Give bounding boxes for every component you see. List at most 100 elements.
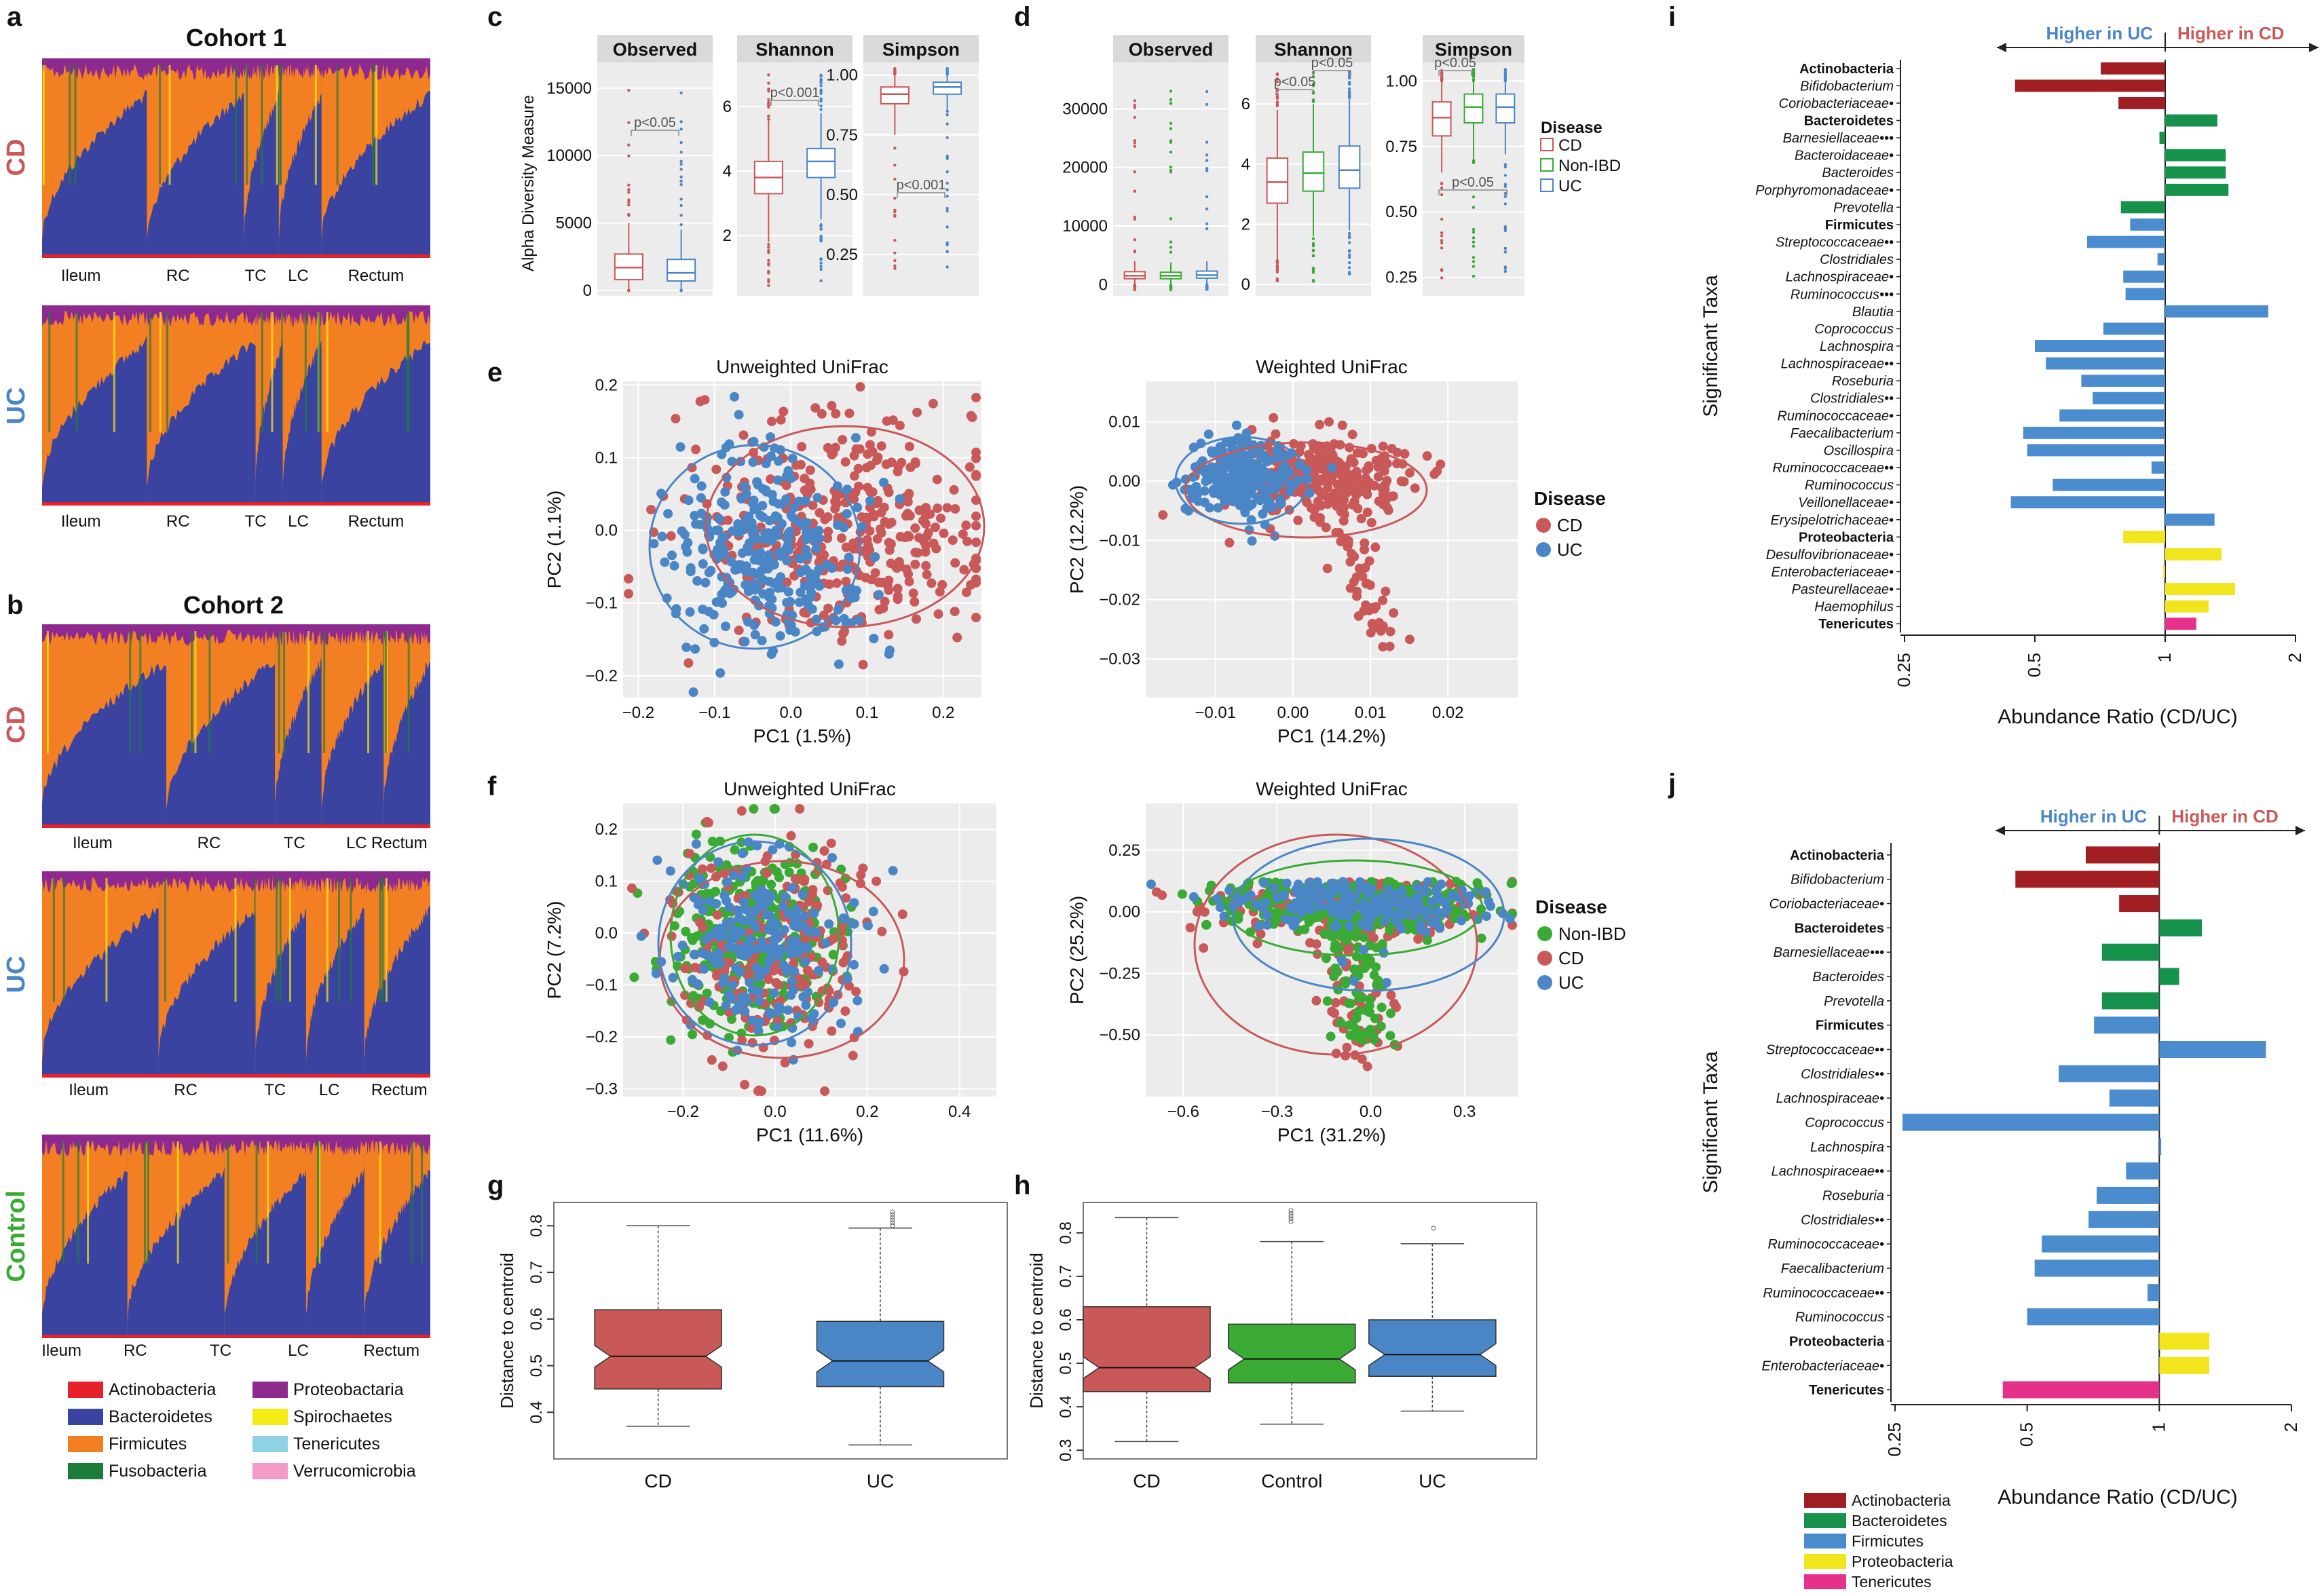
sample-point-cd [1322,492,1332,502]
sample-point-nonibd [749,804,759,814]
outlier-point [1133,249,1137,252]
panel-letter-f: f [487,772,497,801]
sample-point-nonibd [1376,1021,1386,1031]
x-tick-label: 0.5 [2024,653,2044,677]
x-tick-label: 0.2 [932,704,954,722]
taxon-label: Ruminococcaceae• [1767,1237,1884,1252]
sample-point-nonibd [1507,877,1517,888]
sample-point-cd [823,533,833,544]
sample-point-cd [817,408,827,419]
y-tick-label: −0.2 [586,667,618,685]
sample-point-cd [869,512,879,522]
legend-dot [1536,542,1551,557]
y-tick-label: 0.5 [527,1354,546,1377]
sample-point-cd [893,461,903,472]
sample-point-cd [713,910,722,920]
outlier-point [1311,82,1315,86]
significance-bracket [897,192,945,198]
y-tick-label: 0.2 [595,820,618,839]
outlier-point [893,251,897,255]
sample-point-uc [669,560,679,571]
outlier-point [767,90,770,93]
confidence-ellipse-uc [1174,436,1310,525]
site-label: TC [245,512,267,531]
outlier-point [1503,68,1507,71]
x-tick-label: 0.5 [2017,1422,2037,1447]
minor-phylum-spike [159,312,162,432]
sample-point-cd [926,578,937,588]
sample-point-nonibd [1336,1018,1346,1028]
sample-point-uc [741,905,751,915]
taxon-label: Actinobacteria [1790,848,1885,863]
sample-point-uc [783,587,793,597]
sample-point-uc [842,564,852,574]
outlier-point [767,98,770,102]
sample-point-cd [862,535,872,545]
outlier-point [890,1212,895,1217]
sample-point-uc [824,919,834,929]
sample-point-cd [1357,571,1368,582]
taxon-label: Streptococcaceae•• [1776,235,1894,250]
sample-point-cd [795,804,805,814]
site-label: LC [288,512,309,531]
x-tick-label: 2 [2281,1422,2301,1432]
sample-point-uc [1220,496,1230,506]
legend-title: Disease [1541,119,1603,137]
sample-point-uc [1219,911,1229,922]
sample-point-nonibd [1369,970,1379,980]
y-tick-label: −0.02 [1099,591,1140,609]
outlier-point [1472,236,1476,240]
minor-phylum-spike [139,631,142,753]
sample-point-cd [949,484,959,495]
actinobacteria-layer [321,502,430,506]
actinobacteria-layer [364,1335,430,1338]
taxon-label: Bacteroides [1822,166,1894,180]
sample-point-cd [877,926,887,936]
sample-point-cd [1309,505,1319,515]
sample-point-nonibd [702,988,712,998]
sample-point-cd [1399,476,1409,487]
outlier-point [819,261,823,265]
sample-point-uc [735,967,745,977]
outlier-point [1205,102,1209,107]
sample-point-nonibd [1368,1030,1379,1040]
sample-point-uc [794,554,804,564]
minor-phylum-spike [246,65,248,185]
outlier-point [1275,96,1279,100]
sample-point-uc [1172,477,1182,487]
confidence-ellipse-cd [1193,833,1478,1056]
outlier-point [819,265,823,268]
sample-point-uc [1285,915,1295,926]
sample-point-cd [743,970,753,980]
box-uc [1338,145,1361,189]
sample-point-cd [929,538,939,548]
row-label: UC [2,387,31,425]
taxon-bar [2101,992,2160,1010]
panel-letter-i: i [1668,2,1676,32]
sample-point-uc [751,922,760,932]
taxon-bar [2165,305,2268,318]
sample-point-uc [814,565,824,575]
sample-point-cd [905,442,914,452]
facet-strip [1423,35,1524,62]
sample-point-uc [745,977,755,987]
sample-point-cd [880,596,890,607]
x-tick-label: 0.01 [1355,704,1387,722]
site-label: RC [198,834,221,852]
minor-phylum-spike [261,65,263,185]
sample-point-uc [657,531,667,542]
sample-point-cd [754,1085,764,1095]
minor-phylum-spike [379,878,381,1002]
sample-point-cd [1330,499,1340,509]
sample-point-cd [1357,486,1367,496]
bacteroidetes-layer [305,1165,364,1338]
outlier-point [893,239,897,242]
outlier-point [679,183,683,187]
sample-point-cd [884,630,894,640]
panel-letter-g: g [487,1171,504,1200]
sample-point-uc [1213,472,1223,482]
sample-point-uc [1279,891,1289,901]
sample-point-cd [942,503,952,513]
legend-label: CD [1558,948,1584,968]
sample-point-uc [748,457,758,467]
